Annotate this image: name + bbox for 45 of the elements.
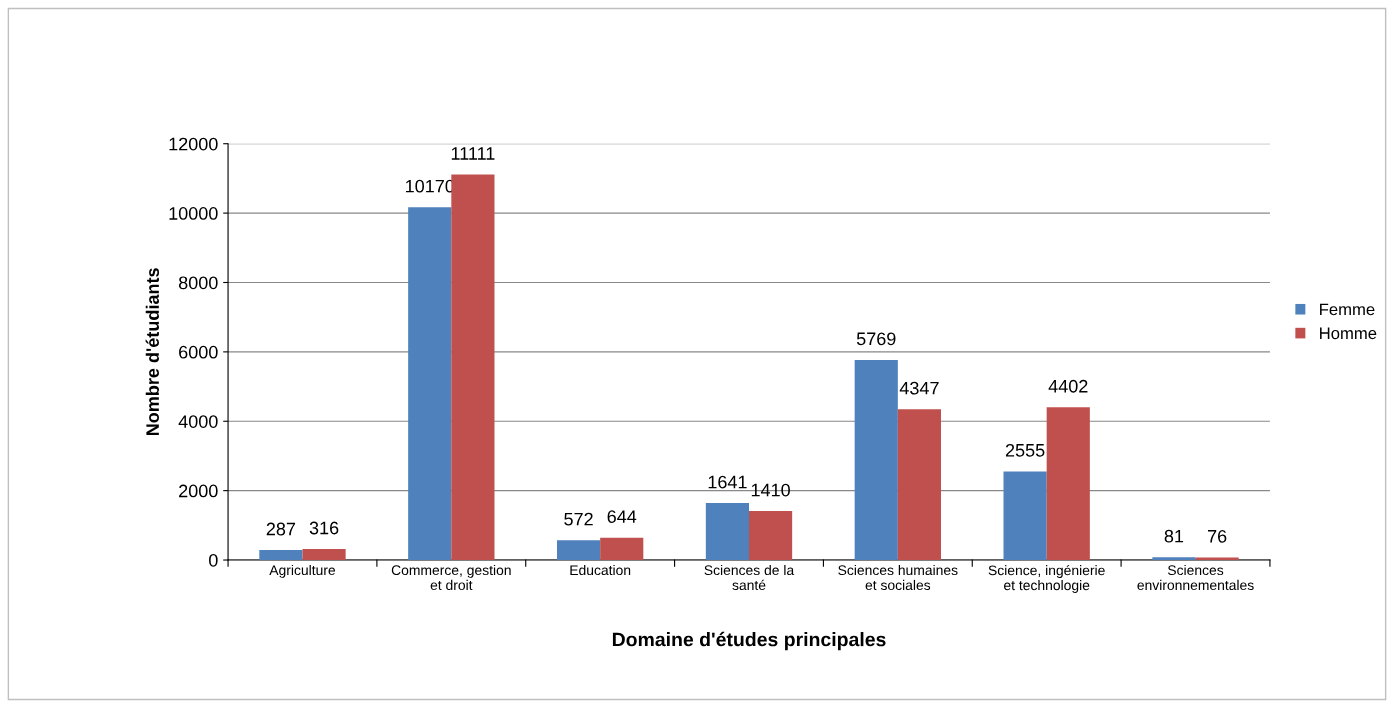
legend-label: Femme — [1320, 303, 1375, 316]
y-tick-label: 2000 — [179, 484, 218, 498]
data-label: 1641 — [708, 475, 747, 489]
data-label: 644 — [607, 510, 637, 524]
data-label: 4347 — [899, 381, 939, 395]
data-label: 316 — [309, 521, 339, 535]
bar — [1003, 471, 1047, 561]
x-tick-label: Sciences environnementales — [1137, 564, 1254, 591]
data-label: 2555 — [1005, 443, 1045, 457]
x-tick-label: Sciences de la santé — [704, 564, 795, 591]
bar — [556, 540, 601, 561]
data-label: 11111 — [451, 147, 495, 160]
legend-label: Homme — [1320, 327, 1377, 340]
x-axis-title: Domaine d'études principales — [612, 631, 886, 651]
data-label: 5769 — [856, 332, 896, 346]
bar — [1195, 557, 1239, 561]
bar — [302, 549, 346, 561]
bar — [854, 359, 898, 561]
data-label: 4402 — [1048, 379, 1088, 393]
bar — [451, 174, 495, 561]
y-tick-label: 10000 — [169, 207, 218, 220]
bar — [1046, 407, 1090, 561]
x-tick-label: Sciences humaines et sociales — [838, 564, 958, 591]
bar — [705, 503, 749, 561]
bar — [259, 550, 303, 561]
bar — [408, 207, 452, 561]
y-tick-label: 8000 — [178, 276, 218, 290]
x-tick-label: Education — [570, 564, 631, 576]
bar — [1152, 557, 1196, 561]
x-tick-label: Agriculture — [269, 564, 336, 578]
y-tick-label: 0 — [209, 553, 218, 567]
data-label: 1410 — [751, 483, 790, 497]
data-label: 572 — [564, 512, 593, 526]
data-label: 81 — [1164, 529, 1184, 543]
y-tick-label: 12000 — [169, 137, 218, 151]
y-tick-label: 6000 — [179, 345, 218, 359]
x-tick-label: Commerce, gestion et droit — [391, 564, 511, 591]
data-label: 287 — [266, 522, 296, 536]
bar — [600, 537, 644, 561]
y-axis-title: Nombre d'étudiants — [145, 268, 160, 436]
bar — [749, 511, 793, 561]
y-tick-label: 4000 — [178, 415, 218, 428]
x-tick-label: Science, ingénierie et technologie — [988, 564, 1105, 593]
bar — [897, 409, 941, 561]
data-label: 76 — [1207, 529, 1227, 543]
